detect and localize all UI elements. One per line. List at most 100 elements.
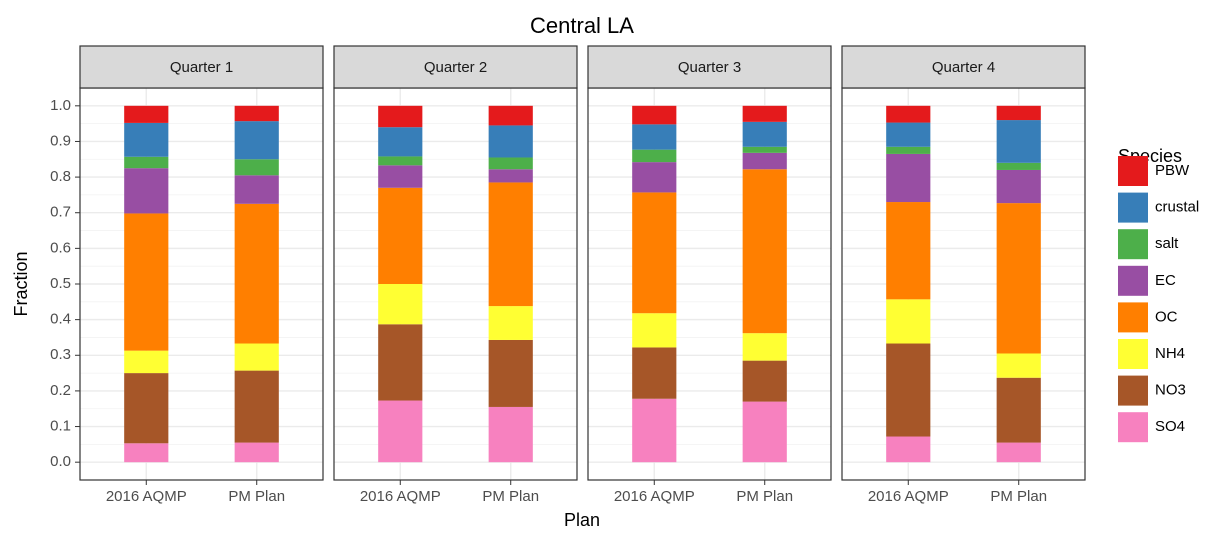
legend-label: PBW: [1155, 162, 1190, 179]
bar-segment: [378, 105, 423, 128]
bar-segment: [488, 182, 533, 307]
bar-segment: [742, 121, 787, 147]
bar-segment: [742, 360, 787, 402]
bar-segment: [234, 175, 279, 204]
bar-segment: [124, 443, 169, 463]
bar-segment: [488, 125, 533, 158]
legend-label: NO3: [1155, 382, 1186, 399]
bar-segment: [632, 398, 677, 463]
bar-segment: [996, 203, 1041, 354]
bar-segment: [996, 120, 1041, 163]
bar-segment: [124, 122, 169, 157]
bar-segment: [488, 306, 533, 340]
y-tick-label: 0.1: [50, 418, 71, 435]
x-tick-label: 2016 AQMP: [868, 488, 949, 505]
bar-segment: [886, 146, 931, 154]
legend-label: EC: [1155, 272, 1176, 289]
bar-segment: [632, 149, 677, 163]
bar-segment: [742, 146, 787, 153]
legend-key: [1118, 156, 1148, 186]
bar-segment: [632, 105, 677, 125]
bar-segment: [124, 105, 169, 123]
legend-key: [1118, 229, 1148, 260]
legend-key: [1118, 302, 1148, 333]
facet-strip: [333, 45, 578, 89]
bar-segment: [234, 442, 279, 463]
bar-segment: [124, 350, 169, 374]
bar-segment: [632, 192, 677, 314]
bar-segment: [378, 165, 423, 188]
bar-segment: [996, 105, 1041, 121]
bar-segment: [886, 105, 931, 123]
y-tick-label: 0.8: [50, 168, 71, 185]
facet-strip: [79, 45, 324, 89]
y-axis-title: Fraction: [11, 251, 31, 316]
bar-segment: [234, 121, 279, 160]
bar-segment: [886, 436, 931, 463]
x-axis-title: Plan: [564, 510, 600, 530]
x-tick-label: PM Plan: [482, 488, 539, 505]
bar-segment: [742, 401, 787, 463]
bar-segment: [234, 370, 279, 443]
y-tick-label: 0.6: [50, 239, 71, 256]
y-tick-label: 0.2: [50, 382, 71, 399]
bar-segment: [742, 333, 787, 361]
bar-segment: [378, 187, 423, 284]
bar-segment: [632, 313, 677, 348]
legend-label: salt: [1155, 235, 1179, 252]
bar-segment: [124, 213, 169, 351]
bar-segment: [488, 339, 533, 407]
bar-segment: [996, 353, 1041, 378]
legend-label: NH4: [1155, 345, 1185, 362]
x-tick-label: 2016 AQMP: [106, 488, 187, 505]
y-tick-label: 0.9: [50, 132, 71, 149]
facet-strip: [841, 45, 1086, 89]
legend-key: [1118, 412, 1148, 443]
bar-segment: [742, 169, 787, 334]
legend-label: OC: [1155, 308, 1178, 325]
facet-label: Quarter 4: [932, 59, 995, 76]
bar-segment: [378, 324, 423, 401]
bar-segment: [886, 202, 931, 300]
facet-label: Quarter 1: [170, 59, 233, 76]
bar-segment: [488, 157, 533, 170]
chart-title: Central LA: [530, 13, 634, 38]
x-tick-label: PM Plan: [228, 488, 285, 505]
bar-segment: [234, 159, 279, 176]
bar-segment: [124, 373, 169, 444]
legend-key: [1118, 192, 1148, 223]
bar-segment: [886, 153, 931, 203]
bar-segment: [124, 168, 169, 214]
bar-segment: [632, 124, 677, 150]
bar-segment: [378, 127, 423, 157]
y-tick-label: 0.3: [50, 346, 71, 363]
legend-label: SO4: [1155, 418, 1185, 435]
facet-label: Quarter 2: [424, 59, 487, 76]
y-tick-label: 1.0: [50, 97, 71, 114]
legend-key: [1118, 339, 1148, 369]
bar-segment: [378, 400, 423, 463]
bar-segment: [234, 343, 279, 371]
bar-segment: [234, 105, 279, 122]
bar-segment: [488, 105, 533, 126]
bar-segment: [234, 203, 279, 344]
x-tick-label: 2016 AQMP: [360, 488, 441, 505]
bar-segment: [996, 169, 1041, 204]
bar-segment: [996, 442, 1041, 463]
bar-segment: [996, 162, 1041, 170]
y-tick-label: 0.4: [50, 311, 71, 328]
bar-segment: [488, 169, 533, 183]
bar-segment: [378, 156, 423, 166]
facet-strip: [587, 45, 832, 89]
bar-segment: [632, 347, 677, 399]
x-tick-label: PM Plan: [736, 488, 793, 505]
legend-key: [1118, 265, 1148, 296]
bar-segment: [488, 406, 533, 463]
bar-segment: [886, 122, 931, 147]
bar-segment: [886, 299, 931, 344]
bar-segment: [742, 105, 787, 122]
bar-segment: [124, 156, 169, 169]
facet-label: Quarter 3: [678, 59, 741, 76]
bar-segment: [996, 377, 1041, 443]
